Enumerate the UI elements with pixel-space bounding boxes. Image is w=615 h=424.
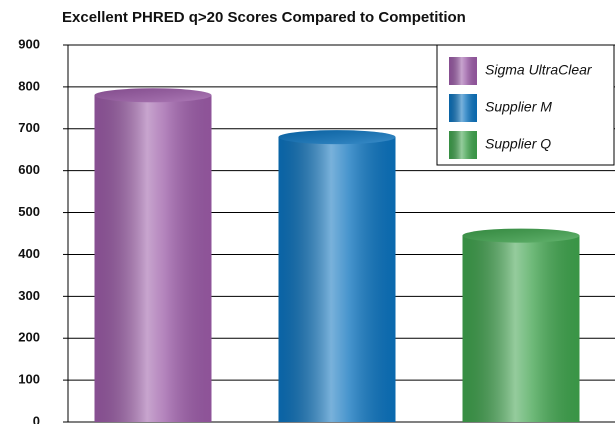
y-tick-label: 0	[33, 413, 40, 424]
y-tick-label: 100	[18, 372, 40, 387]
bar-cap-shade	[278, 130, 396, 145]
legend-swatch-shine	[449, 57, 477, 85]
y-tick-label: 900	[18, 36, 40, 51]
bar-cap-shade	[462, 228, 580, 243]
legend-label: Supplier Q	[485, 136, 551, 152]
legend-label: Sigma UltraClear	[485, 62, 593, 78]
y-tick-label: 500	[18, 204, 40, 219]
bar-cap-shade	[94, 88, 212, 103]
y-tick-label: 200	[18, 330, 40, 345]
bar	[94, 88, 212, 423]
legend-swatch-shine	[449, 94, 477, 122]
bar-shine	[462, 235, 580, 422]
chart-title: Excellent PHRED q>20 Scores Compared to …	[62, 9, 466, 26]
y-tick-label: 600	[18, 162, 40, 177]
legend-swatch-shine	[449, 131, 477, 159]
y-tick-label: 800	[18, 78, 40, 93]
bar-shine	[94, 95, 212, 423]
bar	[462, 228, 580, 422]
y-tick-label: 300	[18, 288, 40, 303]
y-tick-label: 400	[18, 246, 40, 261]
bar-shine	[278, 137, 396, 422]
legend-label: Supplier M	[485, 99, 552, 115]
bar	[278, 130, 396, 422]
y-tick-label: 700	[18, 120, 40, 135]
